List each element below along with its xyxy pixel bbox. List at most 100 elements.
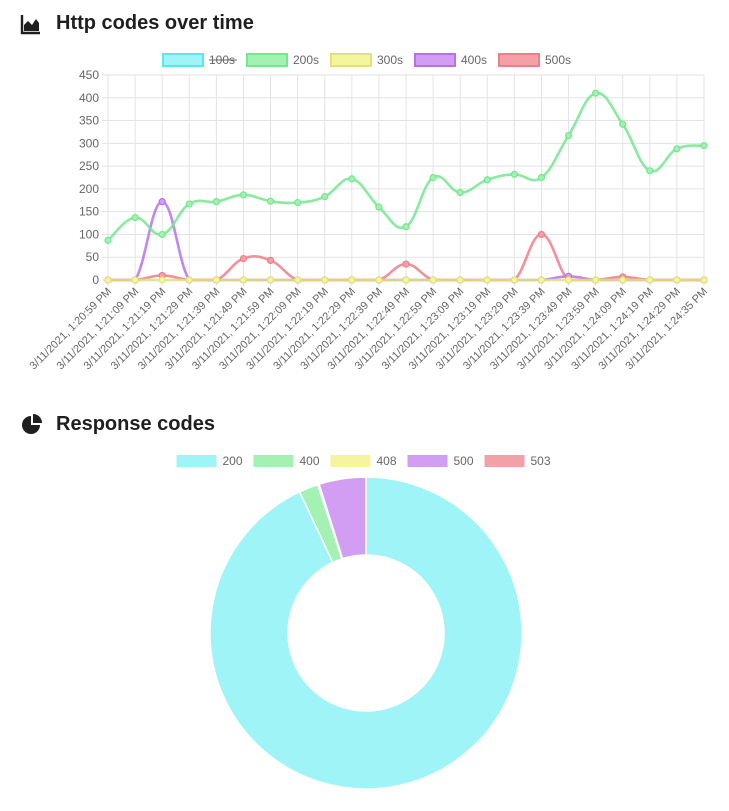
data-point[interactable] <box>510 170 518 178</box>
data-point[interactable] <box>700 276 708 284</box>
legend-swatch[interactable] <box>246 53 288 67</box>
legend-label[interactable]: 503 <box>531 454 551 468</box>
data-point[interactable] <box>483 176 491 184</box>
legend-label[interactable]: 500 <box>454 454 474 468</box>
data-point[interactable] <box>537 276 546 284</box>
legend-item-200[interactable]: 200 <box>176 454 243 468</box>
y-tick-label: 300 <box>79 136 99 150</box>
data-point[interactable] <box>510 276 518 284</box>
data-point[interactable] <box>266 197 275 205</box>
data-point[interactable] <box>375 276 383 284</box>
data-point[interactable] <box>673 145 681 153</box>
data-point[interactable] <box>537 230 546 239</box>
data-point[interactable] <box>646 167 654 175</box>
legend-label[interactable]: 500s <box>545 53 571 67</box>
data-point[interactable] <box>483 276 491 284</box>
data-point[interactable] <box>131 213 139 222</box>
data-point[interactable] <box>158 198 166 206</box>
legend-swatch[interactable] <box>330 53 372 67</box>
legend-label[interactable]: 200s <box>293 53 319 67</box>
data-point[interactable] <box>375 203 383 211</box>
data-point[interactable] <box>537 173 546 182</box>
legend-item-500s[interactable]: 500s <box>498 53 571 67</box>
data-point[interactable] <box>239 191 248 199</box>
data-point[interactable] <box>456 188 464 197</box>
y-tick-label: 50 <box>86 250 100 264</box>
slice-500[interactable] <box>318 476 367 560</box>
data-point[interactable] <box>429 276 437 284</box>
line-chart: 100s 200s 300s 400s 500s 0 50 100 150 200 250 300 35… <box>28 53 710 372</box>
data-point[interactable] <box>212 276 220 284</box>
data-point[interactable] <box>646 276 654 284</box>
legend-label[interactable]: 408 <box>377 454 397 468</box>
legend-item-408[interactable]: 408 <box>330 454 397 468</box>
y-tick-label: 100 <box>79 227 99 241</box>
legend-swatch[interactable] <box>484 455 525 467</box>
legend-item-300s[interactable]: 300s <box>330 53 403 67</box>
data-point[interactable] <box>321 276 329 284</box>
line-chart-heading: Http codes over time <box>20 12 254 35</box>
data-point[interactable] <box>294 276 302 284</box>
data-point[interactable] <box>592 89 600 97</box>
data-point[interactable] <box>321 193 329 201</box>
data-point[interactable] <box>402 223 410 231</box>
y-tick-label: 0 <box>92 273 99 287</box>
data-point[interactable] <box>266 276 275 284</box>
slice-200[interactable] <box>209 476 523 790</box>
legend-item-503[interactable]: 503 <box>484 454 551 468</box>
data-point[interactable] <box>402 276 410 284</box>
legend-item-500[interactable]: 500 <box>407 454 474 468</box>
data-point[interactable] <box>348 175 356 183</box>
data-point[interactable] <box>564 276 573 284</box>
data-point[interactable] <box>700 142 708 150</box>
legend-swatch[interactable] <box>498 53 540 67</box>
legend-item-200s[interactable]: 200s <box>246 53 319 67</box>
y-tick-label: 150 <box>79 205 99 219</box>
y-tick-label: 400 <box>79 91 99 105</box>
data-point[interactable] <box>239 276 248 284</box>
data-point[interactable] <box>673 276 681 284</box>
data-point[interactable] <box>619 276 627 284</box>
data-point[interactable] <box>104 276 112 284</box>
data-point[interactable] <box>158 276 166 284</box>
pie-chart-icon <box>22 413 42 434</box>
data-point[interactable] <box>619 120 627 128</box>
area-chart-icon <box>20 14 40 34</box>
legend-label[interactable]: 200 <box>223 454 243 468</box>
data-point[interactable] <box>158 230 166 239</box>
data-point[interactable] <box>239 254 248 263</box>
data-point[interactable] <box>185 276 193 284</box>
data-point[interactable] <box>131 276 139 284</box>
data-point[interactable] <box>104 236 112 244</box>
legend-swatch[interactable] <box>414 53 456 67</box>
data-point[interactable] <box>429 173 437 182</box>
legend-label[interactable]: 400 <box>300 454 320 468</box>
legend-label[interactable]: 300s <box>377 53 403 67</box>
data-point[interactable] <box>592 276 600 284</box>
legend-item-400[interactable]: 400 <box>253 454 320 468</box>
legend-swatch[interactable] <box>407 455 448 467</box>
series-300s <box>104 276 708 284</box>
data-point[interactable] <box>402 260 410 268</box>
data-point[interactable] <box>266 256 275 265</box>
legend-swatch[interactable] <box>253 455 294 467</box>
y-tick-label: 200 <box>79 182 99 196</box>
legend-swatch[interactable] <box>330 455 371 467</box>
data-point[interactable] <box>185 200 193 208</box>
legend-swatch[interactable] <box>162 53 204 67</box>
data-point[interactable] <box>456 276 464 284</box>
data-point[interactable] <box>212 198 220 206</box>
legend-label[interactable]: 400s <box>461 53 487 67</box>
line-chart-title: Http codes over time <box>56 12 254 34</box>
pie-chart-heading: Response codes <box>20 413 215 436</box>
data-point[interactable] <box>294 198 302 207</box>
legend-swatch[interactable] <box>176 455 217 467</box>
pie-chart-title: Response codes <box>56 413 215 435</box>
y-tick-label: 250 <box>79 159 99 173</box>
legend-item-400s[interactable]: 400s <box>414 53 487 67</box>
doughnut-chart: 200 400 408 500 503 <box>176 454 551 790</box>
legend-item-100s[interactable]: 100s <box>162 53 237 67</box>
data-point[interactable] <box>348 276 356 284</box>
data-point[interactable] <box>564 131 573 140</box>
series-200s <box>104 89 708 244</box>
